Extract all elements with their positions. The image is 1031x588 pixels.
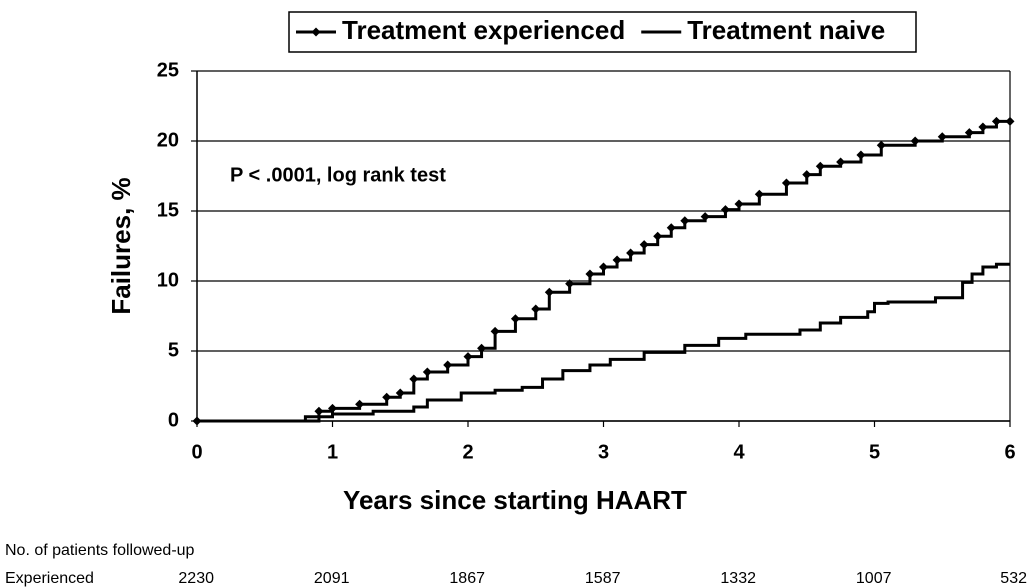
marker <box>422 367 432 377</box>
legend-label: Treatment experienced <box>342 15 625 45</box>
marker <box>544 287 554 297</box>
marker <box>328 403 337 413</box>
marker <box>510 314 520 324</box>
marker <box>565 279 575 289</box>
marker <box>964 128 974 138</box>
y-tick-label: 0 <box>168 409 179 431</box>
marker <box>463 352 473 362</box>
marker <box>836 157 846 167</box>
legend-marker <box>311 27 321 37</box>
risk-row-label: Experienced <box>5 570 94 587</box>
marker <box>443 360 453 370</box>
x-tick-label: 1 <box>327 441 338 463</box>
marker <box>700 212 710 222</box>
marker <box>382 392 392 402</box>
y-tick-label: 10 <box>157 269 179 291</box>
step-line <box>197 262 1010 423</box>
marker <box>815 161 825 171</box>
marker <box>639 240 649 250</box>
y-axis-label: Failures, % <box>106 177 136 314</box>
marker <box>781 178 791 188</box>
marker <box>1005 116 1015 126</box>
risk-table-title: No. of patients followed-up <box>5 542 195 559</box>
y-tick-label: 15 <box>157 199 179 221</box>
marker <box>599 262 608 272</box>
risk-count: 2091 <box>314 570 350 587</box>
marker <box>754 189 764 199</box>
x-tick-label: 5 <box>869 441 880 463</box>
marker <box>734 199 744 209</box>
marker <box>355 399 365 409</box>
marker <box>585 269 595 279</box>
x-tick-label: 3 <box>598 441 609 463</box>
risk-count: 1332 <box>720 570 756 587</box>
marker <box>680 216 690 226</box>
annotation: P < .0001, log rank test <box>230 164 446 186</box>
risk-count: 1587 <box>585 570 621 587</box>
legend-box <box>288 11 917 53</box>
marker <box>876 140 886 150</box>
x-tick-label: 0 <box>191 441 202 463</box>
marker <box>910 136 920 146</box>
x-tick-label: 4 <box>733 441 745 463</box>
y-tick-label: 5 <box>168 339 179 361</box>
marker <box>626 248 636 258</box>
marker <box>802 170 812 180</box>
x-tick-label: 6 <box>1004 441 1015 463</box>
marker <box>490 326 500 336</box>
marker <box>856 150 866 160</box>
x-axis-label: Years since starting HAART <box>343 485 687 515</box>
y-tick-label: 25 <box>157 59 179 81</box>
risk-count: 2230 <box>178 570 214 587</box>
marker <box>720 205 730 215</box>
marker <box>612 255 622 265</box>
marker <box>395 388 405 398</box>
marker <box>477 343 487 353</box>
risk-count: 1007 <box>856 570 892 587</box>
marker <box>937 132 947 142</box>
legend-label: Treatment naive <box>687 15 885 45</box>
risk-count: 1867 <box>449 570 485 587</box>
marker <box>978 122 988 132</box>
y-tick-label: 20 <box>157 129 179 151</box>
risk-count: 532 <box>1000 570 1027 587</box>
marker <box>314 406 324 416</box>
marker <box>666 223 676 233</box>
marker <box>991 116 1001 126</box>
marker <box>531 304 541 314</box>
marker <box>409 374 419 384</box>
marker <box>653 231 663 241</box>
x-tick-label: 2 <box>462 441 473 463</box>
